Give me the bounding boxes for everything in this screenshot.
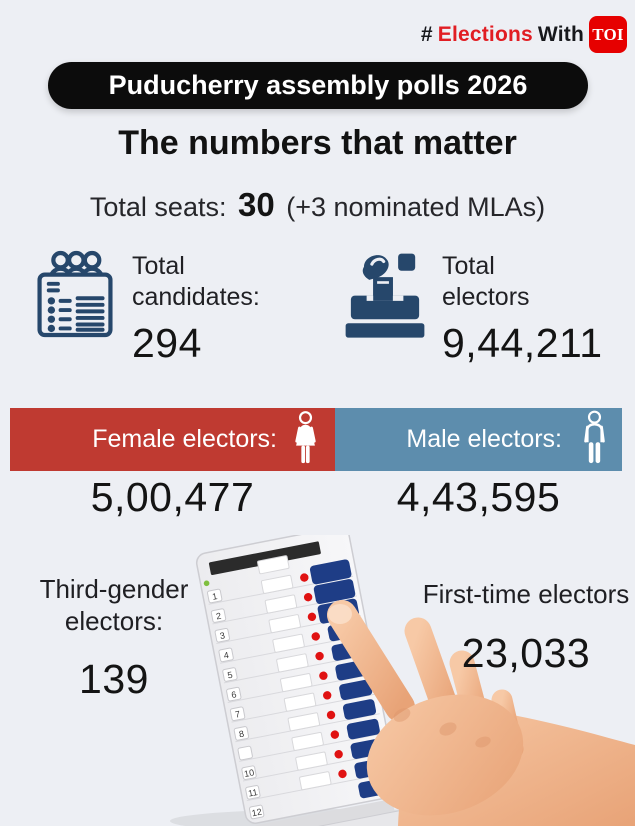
evm-row-number: 2 [215, 611, 222, 622]
male-electors-label: Male electors: [406, 425, 562, 453]
female-figure-icon [288, 389, 323, 494]
evm-row-number-tags: 1 2 3 4 5 6 7 8 10 11 12 [207, 588, 265, 820]
third-gender-label: Third-gender electors: [39, 574, 189, 636]
candidate-list-icon [33, 245, 117, 341]
evm-row-number: 1 [211, 591, 218, 602]
total-seats-line: Total seats: 30 (+3 nominated MLAs) [0, 186, 635, 224]
evm-red-leds [300, 573, 347, 779]
stat-third-gender-electors: Third-gender electors: 139 [5, 574, 223, 703]
stat-total-electors: Total electors 9,44,211 [343, 245, 603, 367]
male-figure-icon [577, 389, 612, 494]
evm-name-slots [257, 555, 332, 791]
stat-text: Total candidates: 294 [132, 245, 282, 367]
stat-label: Total electors [442, 252, 530, 312]
female-electors-label: Female electors: [92, 425, 277, 453]
page-title: The numbers that matter [118, 124, 517, 162]
brand-with-text: With [537, 22, 584, 46]
male-electors-band: Male electors: [335, 408, 622, 471]
evm-top-strip [208, 541, 321, 576]
first-time-label: First-time electors [422, 579, 630, 609]
male-electors-value: 4,43,595 [396, 474, 561, 520]
female-electors-value: 5,00,477 [90, 474, 255, 520]
evm-row-number: 4 [223, 650, 230, 661]
evm-illustration: 1 2 3 4 5 6 7 8 10 11 12 [170, 535, 635, 826]
evm-green-led [203, 580, 210, 587]
total-seats-value: 30 [237, 186, 275, 223]
brand-hash: # [420, 22, 433, 46]
third-gender-value: 139 [79, 656, 149, 703]
pressing-hand-illustration [327, 600, 635, 826]
stat-value: 294 [132, 319, 202, 366]
stat-value: 9,44,211 [442, 319, 603, 366]
evm-row-number: 12 [251, 807, 263, 819]
evm-row-number: 11 [247, 787, 258, 799]
stat-label: Total candidates: [132, 252, 260, 312]
fingertip-highlight [328, 604, 352, 624]
stat-text: Total electors 9,44,211 [442, 245, 603, 367]
evm-row-number: 7 [234, 709, 241, 720]
evm-row-number: 6 [230, 689, 237, 700]
evm-row-number: 8 [238, 729, 245, 740]
stat-first-time-electors: First-time electors 23,033 [420, 579, 632, 677]
ballot-box-icon [343, 245, 427, 341]
evm-row-number: 5 [227, 670, 234, 681]
first-time-value: 23,033 [461, 629, 591, 676]
stat-total-candidates: Total candidates: 294 [33, 245, 282, 367]
total-seats-suffix: (+3 nominated MLAs) [286, 192, 546, 222]
toi-logo: TOI [589, 16, 627, 53]
evm-row-number: 10 [243, 767, 255, 779]
banner-title: Puducherry assembly polls 2026 [48, 62, 588, 109]
female-electors-band: Female electors: [10, 408, 335, 471]
total-seats-label: Total seats: [89, 192, 227, 222]
evm-row-number: 3 [219, 630, 226, 641]
brand-lockup: # Elections With TOI [421, 16, 627, 53]
brand-elections-text: Elections [437, 22, 533, 46]
